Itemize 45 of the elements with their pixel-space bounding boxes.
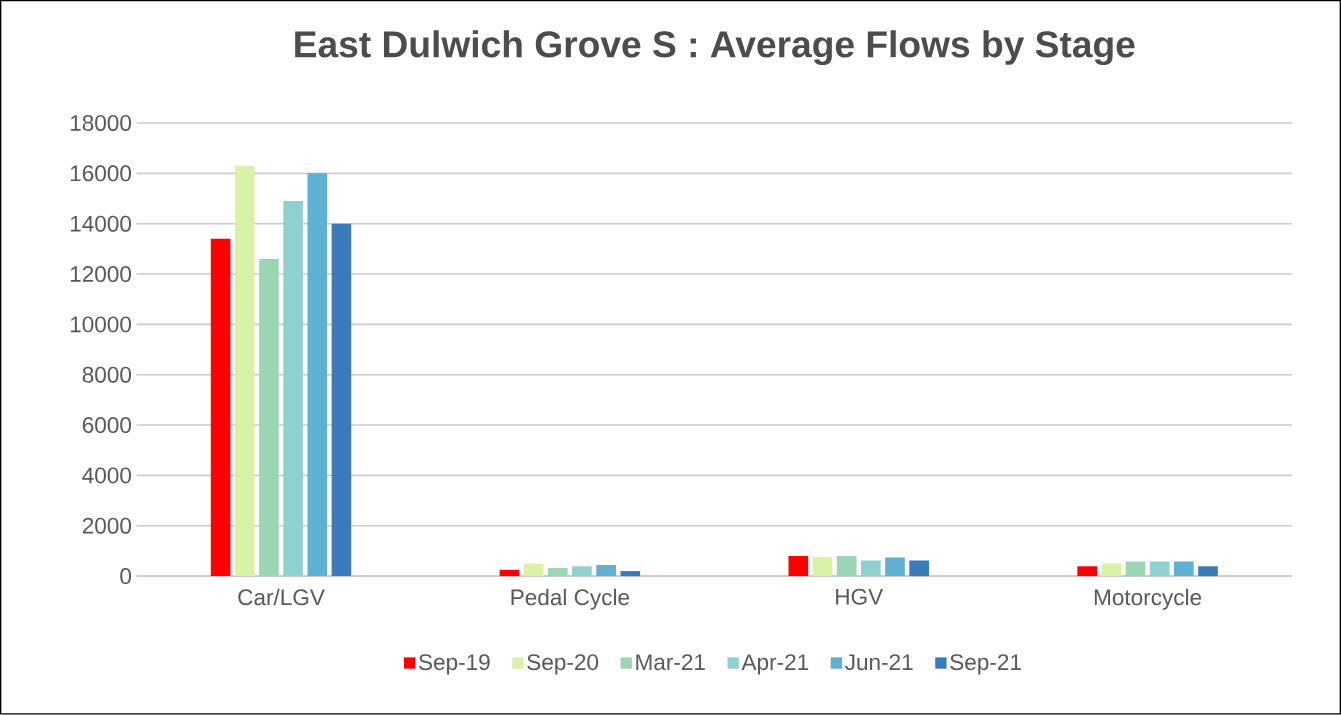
bar: [210, 238, 231, 577]
bar: [1198, 566, 1218, 577]
y-tick-label: 14000: [70, 215, 132, 232]
bar: [836, 556, 857, 577]
y-tick-label: 6000: [82, 417, 132, 434]
bar: [234, 165, 255, 577]
bar: [307, 173, 328, 577]
legend-label: Sep-19: [419, 654, 490, 675]
x-tick-label: HGV: [836, 588, 884, 605]
bar: [1101, 563, 1122, 577]
bar: [1174, 561, 1194, 577]
bar: [861, 560, 881, 577]
bar: [1077, 566, 1097, 577]
bar: [1125, 561, 1146, 577]
bar: [259, 259, 279, 577]
y-tick-label: 16000: [70, 165, 132, 182]
bar: [788, 556, 809, 577]
bar: [499, 570, 520, 577]
legend-label: Jun-21: [845, 654, 913, 671]
x-tick-label: Pedal Cycle: [511, 588, 630, 610]
y-tick-label: 4000: [82, 467, 132, 484]
bar: [885, 557, 905, 577]
legend-label: Sep-21: [950, 654, 1021, 675]
bar: [596, 565, 616, 577]
bar: [547, 568, 568, 577]
y-tick-label: 8000: [82, 366, 132, 383]
bar: [909, 560, 929, 577]
x-tick-label: Motorcycle: [1094, 588, 1202, 610]
bar: [523, 563, 544, 577]
y-tick-label: 10000: [70, 316, 132, 333]
legend-label: Sep-20: [527, 654, 599, 675]
legend-label: Mar-21: [636, 654, 705, 671]
legend-label: Apr-21: [741, 654, 809, 675]
y-tick-label: 12000: [70, 266, 132, 283]
bar: [572, 566, 592, 577]
bar: [812, 557, 833, 577]
bar: [283, 201, 303, 577]
x-tick-label: Car/LGV: [238, 588, 325, 606]
bar: [620, 571, 641, 577]
y-tick-label: 18000: [70, 115, 132, 132]
bar: [331, 223, 352, 577]
chart-title: East Dulwich Grove S : Average Flows by Stage: [295, 30, 1135, 66]
y-tick-label: 2000: [82, 517, 132, 534]
bar: [1149, 561, 1170, 577]
y-tick-label: 0: [120, 568, 132, 585]
